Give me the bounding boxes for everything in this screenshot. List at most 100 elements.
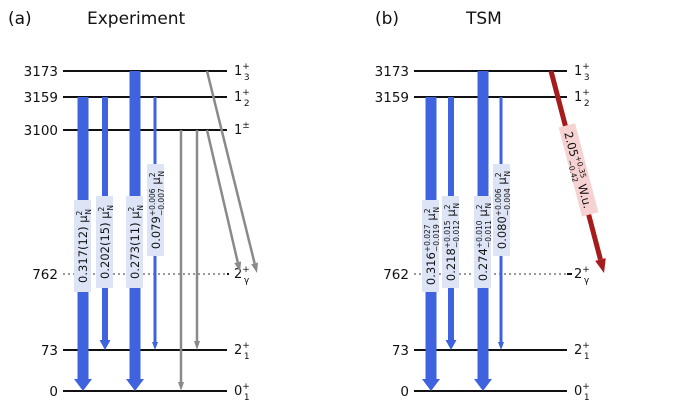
level-spin: 1+ 3 xyxy=(234,62,250,83)
m1-label: 0.273(11) μ2N xyxy=(126,196,145,288)
level-spin-parity: + xyxy=(582,265,590,275)
level-spin-index: 3 xyxy=(584,73,590,83)
m1-label-value: 0.274 xyxy=(476,248,490,281)
panel-title: TSM xyxy=(465,9,502,29)
m1-label-text: 0.079+0.006−0.007 μ2N xyxy=(148,171,166,249)
level-spin: 2+ 1 xyxy=(234,341,250,362)
m1-label-err-down: −0.011 xyxy=(484,220,493,248)
panel-title: Experiment xyxy=(87,9,186,29)
level-spin: 2+ 1 xyxy=(574,341,590,362)
gray-slant-arrow-head xyxy=(234,261,242,272)
level-spin-index: 2 xyxy=(244,99,250,109)
m1-label: 0.317(12) μ2N xyxy=(74,200,93,292)
e2-label-text: 2.05+0.35−0.42 W.u. xyxy=(558,130,595,211)
m1-label-unit-sub: N xyxy=(157,171,166,177)
level-spin-spin: 1 xyxy=(234,123,242,138)
level-spin-index: 2 xyxy=(584,99,590,109)
m1-label-bg xyxy=(493,164,510,256)
m1-label-unit-sup: 2 xyxy=(423,208,432,213)
m1-label-err-up: +0.006 xyxy=(148,188,157,216)
gray-arrow xyxy=(178,130,184,391)
m1-label-text: 0.218+0.015−0.012 μ2N xyxy=(443,203,461,281)
m1-label-unit-sup: 2 xyxy=(97,206,106,211)
m1-label-value: 0.080 xyxy=(495,216,509,249)
level-spin: 0+ 1 xyxy=(234,382,250,403)
level-spin-index: γ xyxy=(244,276,250,286)
m1-label-unit: μ xyxy=(76,215,90,227)
m1-label-err-down: −0.012 xyxy=(452,220,461,248)
level-energy: 0 xyxy=(400,384,409,400)
m1-label-text: 0.317(12) μ2N xyxy=(75,209,93,283)
e2-value: 2.05 xyxy=(561,130,581,158)
m1-label-text: 0.316+0.027−0.019 μ2N xyxy=(423,207,441,285)
e2-unit: W.u. xyxy=(574,179,595,210)
m1-label: 0.079+0.006−0.007 μ2N xyxy=(147,164,166,256)
level-spin-index: 3 xyxy=(244,73,250,83)
gray-slant-arrow-head xyxy=(251,262,258,273)
m1-label-text: 0.080+0.006−0.004 μ2N xyxy=(494,171,512,249)
m1-label-unit-sub: N xyxy=(136,205,145,211)
m1-label-unit: μ xyxy=(424,213,438,225)
level-energy: 762 xyxy=(383,267,409,283)
m1-label-err-up: +0.015 xyxy=(443,220,452,248)
level-spin-spin: 2 xyxy=(574,343,582,358)
m1-label-unit-sup: 2 xyxy=(127,206,136,211)
m1-label-bg xyxy=(442,196,459,288)
m1-label-text: 0.202(15) μ2N xyxy=(97,205,115,279)
level-energy: 73 xyxy=(392,343,409,359)
level-spin-spin: 1 xyxy=(234,64,242,79)
level-energy: 3100 xyxy=(24,123,58,139)
level-spin-index: 1 xyxy=(584,352,590,362)
level-energy: 3159 xyxy=(375,90,409,106)
level-spin-parity: + xyxy=(242,265,250,275)
m1-label-unit-sup: 2 xyxy=(148,172,157,177)
m1-label-err-down: −0.019 xyxy=(432,224,441,252)
m1-label-text: 0.273(11) μ2N xyxy=(127,205,145,279)
m1-label: 0.080+0.006−0.004 μ2N xyxy=(493,164,512,256)
level-energy: 3173 xyxy=(375,64,409,80)
level-energy: 762 xyxy=(32,267,58,283)
m1-label-unit-sup: 2 xyxy=(75,210,84,215)
panel-tag: (b) xyxy=(375,9,399,29)
m1-label: 0.274+0.010−0.011 μ2N xyxy=(474,196,493,288)
e2-arrow-head xyxy=(595,258,606,273)
level-spin-spin: 1 xyxy=(234,90,242,105)
m1-label-unit: μ xyxy=(495,177,509,189)
m1-label-bg xyxy=(474,196,491,288)
m1-label-unit-sub: N xyxy=(432,207,441,213)
m1-label-unit-sup: 2 xyxy=(494,172,503,177)
m1-label: 0.218+0.015−0.012 μ2N xyxy=(442,196,461,288)
m1-label-bg xyxy=(422,200,439,292)
level-spin-index: 1 xyxy=(244,393,250,403)
m1-label-unit: μ xyxy=(98,211,112,223)
m1-label-value: 0.273(11) xyxy=(128,222,142,279)
m1-label-unit: μ xyxy=(128,211,142,223)
m1-label-unit: μ xyxy=(149,177,163,189)
m1-label-err-up: +0.027 xyxy=(423,224,432,252)
level-spin: 2+ γ xyxy=(574,265,590,286)
level-energy: 0 xyxy=(49,384,58,400)
level-energy: 3173 xyxy=(24,64,58,80)
level-spin-spin: 1 xyxy=(574,90,582,105)
m1-label-bg xyxy=(74,200,91,292)
level-spin: 2+ γ xyxy=(234,265,250,286)
level-spin-parity: + xyxy=(242,88,250,98)
level-spin-spin: 2 xyxy=(234,343,242,358)
m1-label-unit-sup: 2 xyxy=(443,204,452,209)
m1-label-text: 0.274+0.010−0.011 μ2N xyxy=(475,203,493,281)
level-spin-parity: + xyxy=(242,341,250,351)
level-spin-parity: + xyxy=(242,382,250,392)
m1-label-value: 0.079 xyxy=(149,216,163,249)
level-spin: 1+ 2 xyxy=(574,88,590,109)
level-spin-index: γ xyxy=(584,276,590,286)
level-spin-spin: 0 xyxy=(574,384,582,399)
m1-label-unit-sup: 2 xyxy=(475,204,484,209)
m1-label-err-up: +0.006 xyxy=(494,188,503,216)
level-spin-parity: + xyxy=(582,382,590,392)
level-spin: 1± xyxy=(234,121,250,138)
m1-label-unit: μ xyxy=(476,209,490,221)
e2-label: 2.05+0.35−0.42 W.u. xyxy=(558,123,599,217)
level-spin-spin: 0 xyxy=(234,384,242,399)
level-spin-spin: 2 xyxy=(574,267,582,282)
